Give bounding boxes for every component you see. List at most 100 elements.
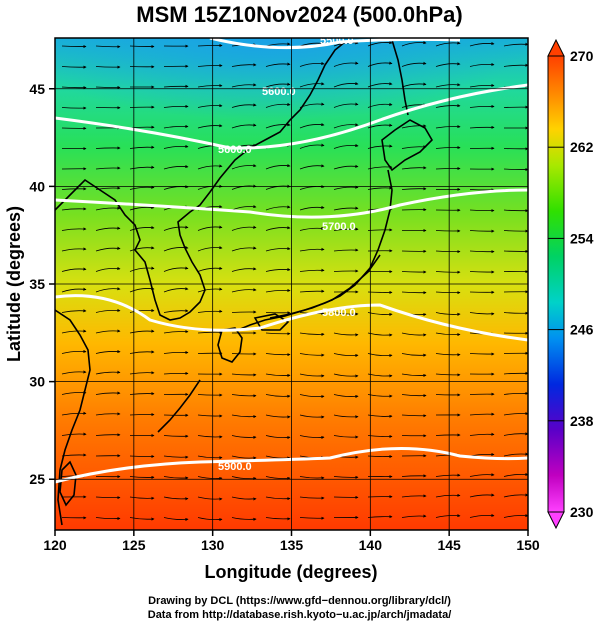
- wind-arrow: [95, 516, 121, 521]
- wind-arrow: [95, 496, 121, 500]
- wind-arrow: [469, 83, 495, 88]
- wind-arrow: [95, 412, 121, 416]
- wind-arrow: [503, 42, 528, 47]
- wind-arrow: [265, 517, 291, 521]
- wind-arrow: [333, 332, 359, 337]
- wind-arrow: [299, 164, 325, 170]
- wind-arrow: [95, 186, 121, 190]
- wind-arrow: [95, 308, 121, 313]
- colorbar-tick-label: 230: [570, 504, 594, 520]
- wind-arrow: [163, 266, 189, 272]
- wind-arrow: [503, 63, 528, 67]
- wind-arrow: [469, 62, 495, 67]
- wind-arrow: [197, 246, 223, 252]
- wind-arrow: [231, 496, 257, 501]
- wind-arrow: [265, 496, 291, 501]
- wind-arrow: [129, 350, 155, 354]
- wind-arrow: [469, 270, 495, 274]
- wind-arrow: [435, 473, 461, 477]
- colorbar-tick-label: 254: [570, 230, 594, 246]
- wind-arrow: [401, 514, 427, 518]
- wind-arrow: [435, 104, 461, 108]
- wind-arrow: [333, 248, 359, 252]
- wind-arrow: [129, 246, 155, 252]
- y-tick-label: 45: [29, 81, 45, 97]
- wind-arrow: [503, 229, 528, 233]
- wind-arrow: [401, 394, 427, 398]
- wind-arrow: [469, 312, 495, 316]
- contour-5900: [55, 447, 528, 484]
- wind-arrow: [265, 82, 291, 88]
- wind-arrow: [435, 433, 461, 437]
- wind-arrow: [231, 476, 257, 481]
- x-tick-label: 120: [43, 537, 67, 553]
- axes: 120 125 130 135 140 145 150 25 30 35 40 45: [29, 81, 539, 553]
- wind-arrow: [197, 124, 223, 129]
- wind-arrow: [197, 455, 223, 460]
- wind-arrow: [197, 104, 223, 108]
- wind-arrow: [299, 247, 325, 252]
- wind-arrow: [197, 309, 223, 313]
- wind-arrow: [299, 496, 325, 500]
- wind-arrow: [265, 163, 291, 170]
- wind-arrow: [163, 434, 189, 438]
- wind-arrow: [163, 371, 189, 375]
- wind-arrow: [299, 394, 325, 399]
- wind-arrow: [401, 187, 427, 191]
- wind-arrow: [299, 122, 325, 129]
- wind-arrow: [401, 373, 427, 378]
- wind-arrow: [469, 493, 495, 498]
- wind-arrow: [265, 394, 291, 398]
- wind-arrow: [95, 45, 121, 49]
- wind-arrow: [299, 102, 325, 108]
- wind-arrow: [401, 414, 427, 418]
- wind-arrow: [95, 349, 121, 354]
- wind-arrow: [333, 123, 359, 129]
- wind-arrow: [503, 311, 528, 315]
- wind-arrow: [95, 206, 121, 211]
- credit-drawing: Drawing by DCL (https://www.gfd−dennou.o…: [148, 595, 451, 607]
- x-tick-label: 130: [201, 537, 225, 553]
- wind-arrow: [503, 371, 528, 375]
- wind-arrow: [163, 84, 189, 88]
- wind-arrow: [469, 229, 495, 233]
- wind-arrow: [333, 206, 359, 211]
- wind-arrow: [129, 475, 155, 480]
- wind-arrow: [435, 332, 461, 337]
- wind-arrow: [231, 123, 257, 129]
- wind-arrow: [129, 496, 155, 500]
- wind-arrow: [163, 329, 189, 334]
- wind-arrow: [299, 435, 325, 440]
- wind-arrow: [333, 227, 359, 231]
- contour-label-5800: 5800.0: [322, 307, 356, 319]
- wind-arrow: [129, 371, 155, 375]
- wind-arrow: [299, 41, 325, 47]
- wind-arrow: [299, 353, 325, 357]
- wind-arrow: [197, 330, 223, 334]
- wind-arrow: [231, 164, 257, 170]
- contour-5800: [55, 294, 528, 342]
- wind-arrow: [469, 352, 495, 356]
- wind-arrow: [333, 475, 359, 479]
- contour-label-5600b: 5600.0: [218, 144, 252, 156]
- wind-arrow: [299, 205, 325, 211]
- wind-arrow: [163, 164, 189, 170]
- contour-5500: [209, 38, 461, 50]
- wind-arrow: [61, 227, 87, 231]
- wind-arrow: [129, 286, 155, 293]
- wind-arrow: [61, 453, 87, 457]
- wind-arrow: [95, 370, 121, 375]
- wind-arrow: [163, 496, 189, 501]
- wind-arrow: [435, 250, 461, 254]
- y-axis-label: Latitude (degrees): [4, 206, 24, 362]
- wind-arrow: [197, 414, 223, 418]
- wind-arrow: [469, 473, 495, 477]
- wind-arrow: [401, 145, 427, 149]
- wind-arrow: [435, 291, 461, 295]
- wind-arrow: [401, 82, 427, 88]
- wind-arrow: [469, 412, 495, 416]
- wind-arrow: [435, 166, 461, 171]
- contour-label-5900: 5900.0: [218, 461, 252, 473]
- wind-arrow: [503, 167, 528, 172]
- wind-arrow: [435, 312, 461, 316]
